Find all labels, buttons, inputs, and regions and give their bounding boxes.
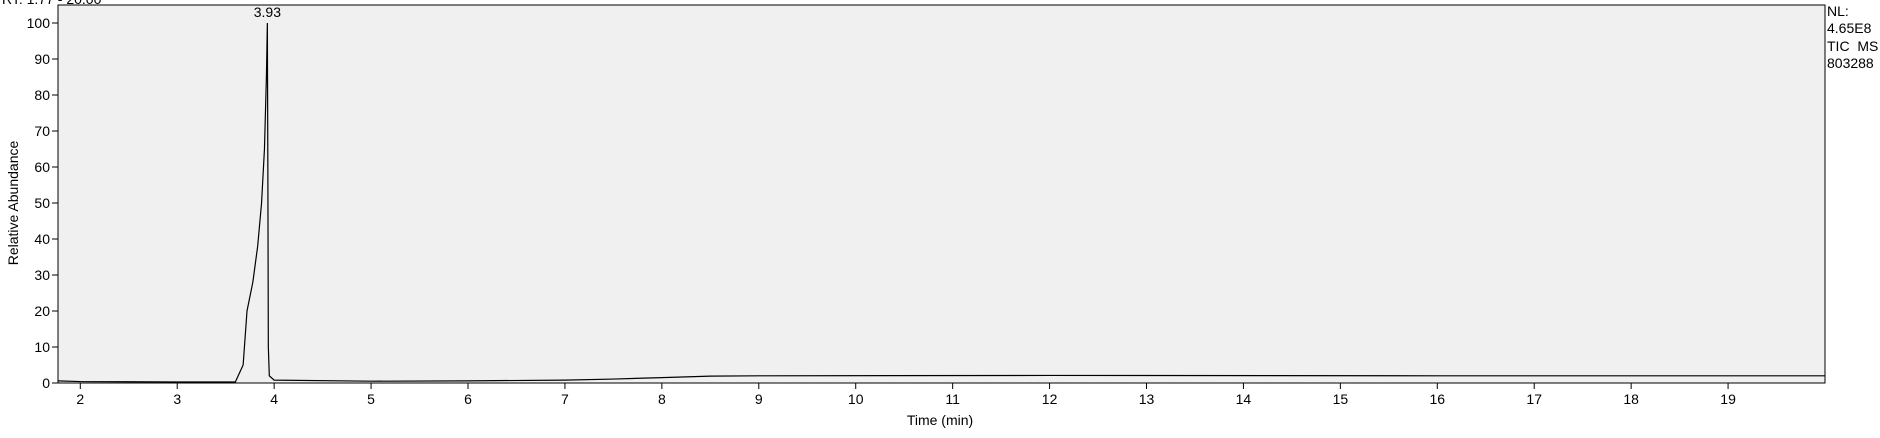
x-tick-label: 12 xyxy=(1042,391,1058,407)
x-tick-label: 16 xyxy=(1429,391,1445,407)
y-tick-label: 10 xyxy=(34,339,50,355)
side-label: 803288 xyxy=(1827,55,1874,71)
y-tick-label: 100 xyxy=(27,15,51,31)
side-label: NL: xyxy=(1827,3,1849,19)
y-tick-label: 20 xyxy=(34,303,50,319)
x-tick-label: 2 xyxy=(76,391,84,407)
side-label: 4.65E8 xyxy=(1827,20,1872,36)
x-tick-label: 13 xyxy=(1139,391,1155,407)
x-tick-label: 17 xyxy=(1526,391,1542,407)
y-tick-label: 40 xyxy=(34,231,50,247)
x-tick-label: 15 xyxy=(1333,391,1349,407)
x-tick-label: 6 xyxy=(464,391,472,407)
x-tick-label: 10 xyxy=(848,391,864,407)
chromatogram-line xyxy=(57,22,1825,383)
y-axis-label: Relative Abundance xyxy=(5,141,21,266)
y-tick-label: 0 xyxy=(42,375,50,391)
x-tick-label: 5 xyxy=(367,391,375,407)
x-tick-label: 14 xyxy=(1236,391,1252,407)
y-tick-label: 90 xyxy=(34,51,50,67)
x-tick-label: 9 xyxy=(755,391,763,407)
x-tick-label: 8 xyxy=(658,391,666,407)
x-tick-label: 11 xyxy=(945,391,960,407)
side-label: TIC MS xyxy=(1827,38,1878,54)
range-label: RT: 1.77 - 20.00 xyxy=(2,0,102,7)
x-tick-label: 19 xyxy=(1720,391,1736,407)
x-tick-label: 7 xyxy=(561,391,569,407)
y-tick-label: 60 xyxy=(34,159,50,175)
peak-label: 3.93 xyxy=(254,4,281,20)
x-tick-label: 4 xyxy=(270,391,278,407)
y-tick-label: 30 xyxy=(34,267,50,283)
x-tick-label: 3 xyxy=(173,391,181,407)
y-tick-label: 80 xyxy=(34,87,50,103)
y-tick-label: 70 xyxy=(34,123,50,139)
x-tick-label: 18 xyxy=(1623,391,1639,407)
plot-area xyxy=(57,4,1826,384)
x-axis-label: Time (min) xyxy=(907,412,973,428)
y-tick-label: 50 xyxy=(34,195,50,211)
